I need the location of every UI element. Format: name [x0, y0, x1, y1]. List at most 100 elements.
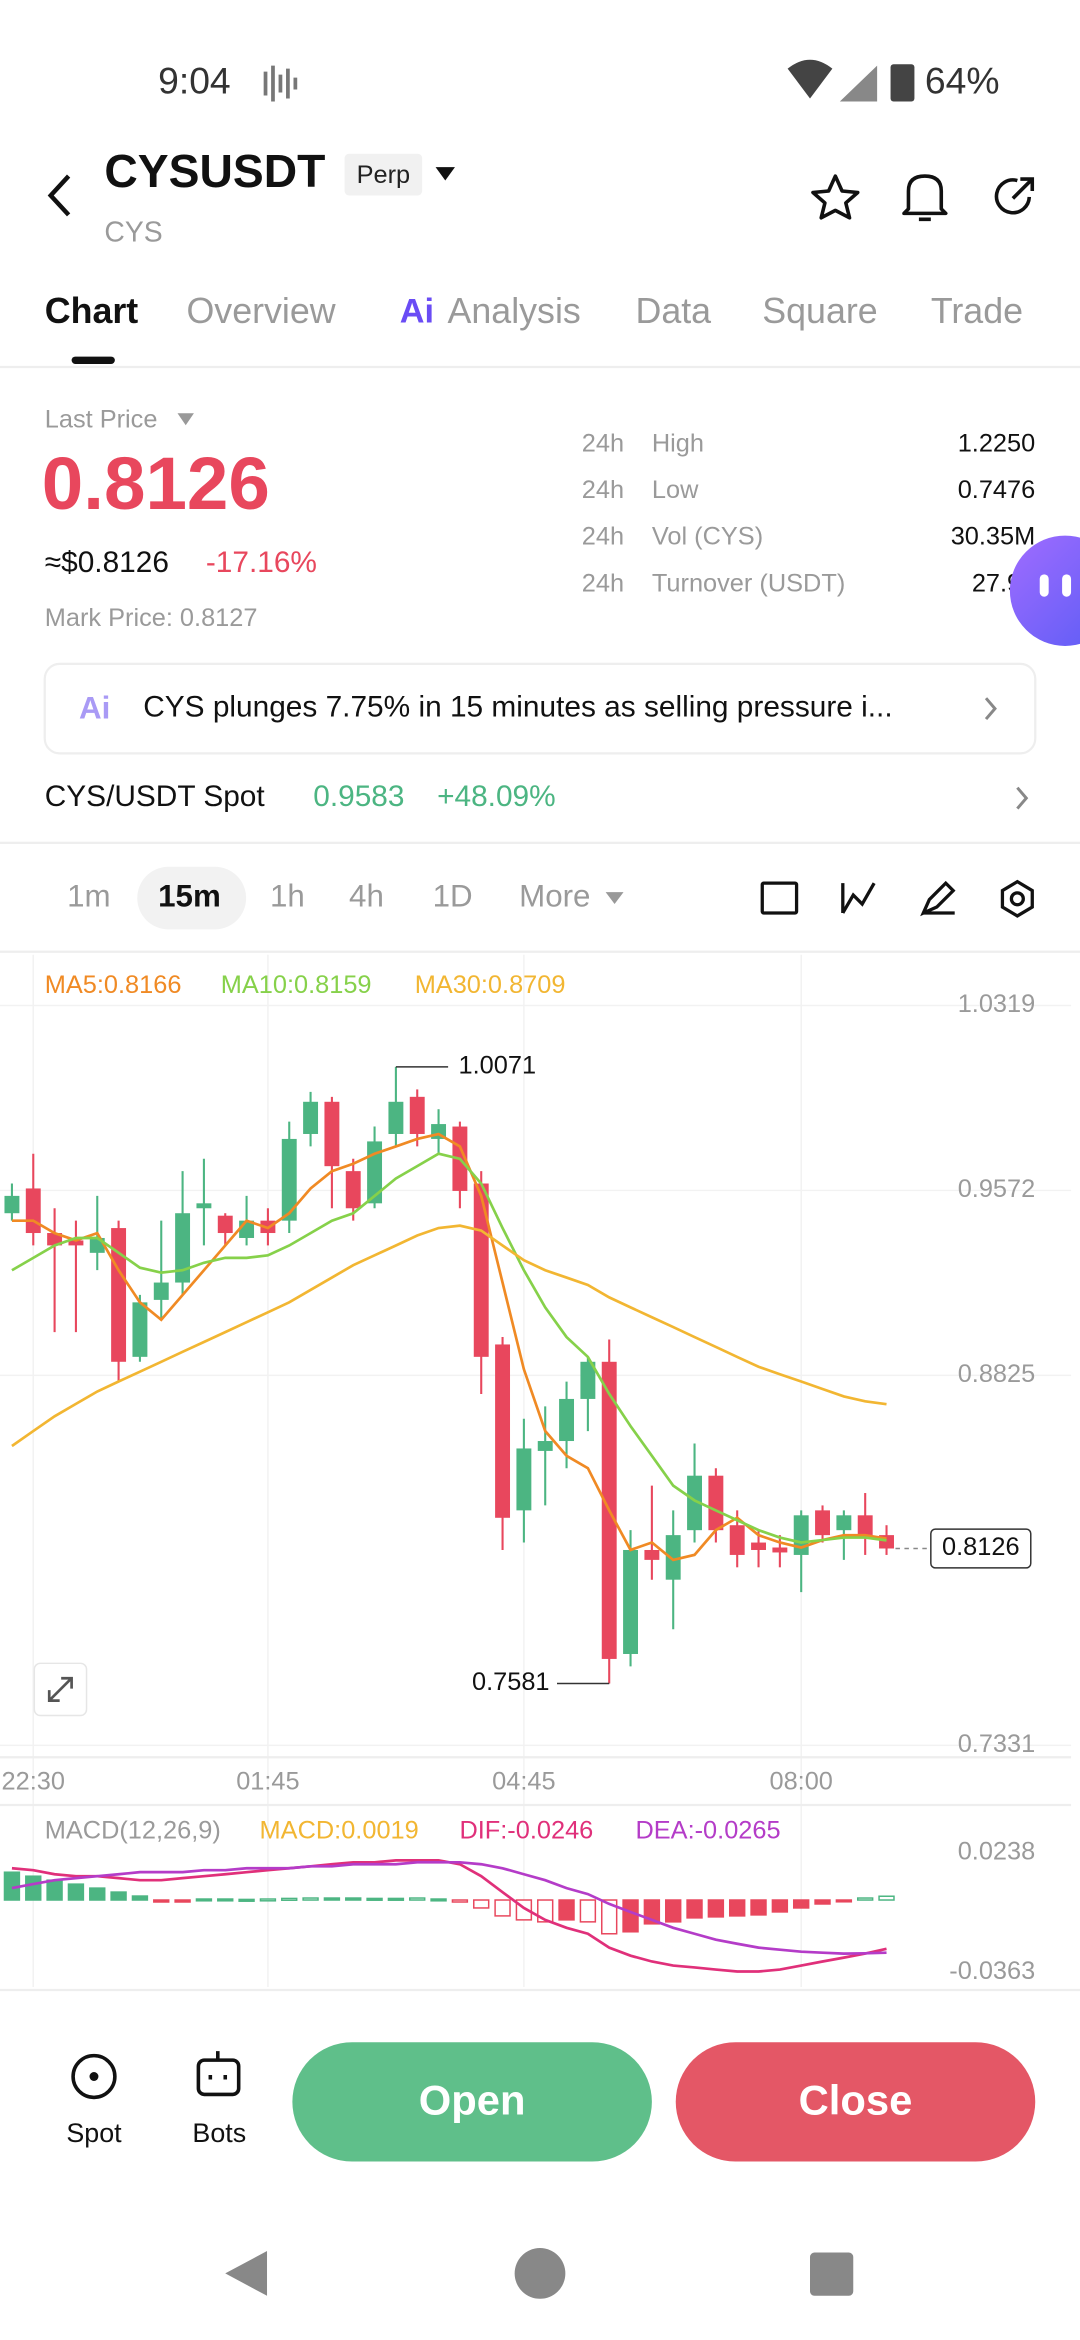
candle-body	[47, 1233, 63, 1246]
candle-body	[751, 1542, 766, 1550]
macd-bar	[430, 1898, 447, 1902]
draw-tool[interactable]	[920, 880, 956, 917]
macd-bar	[174, 1899, 191, 1903]
tab-indicator	[71, 356, 115, 365]
stats: 24h High 1.2250 24h Low 0.7476 24h Vol (CYS) 30.…	[582, 429, 1035, 597]
tab[interactable]: Data	[635, 291, 711, 331]
high-label: 1.0071	[459, 1052, 537, 1080]
candle-body	[815, 1510, 830, 1536]
macd-legend: MACD:0.0019	[260, 1817, 419, 1845]
y-tick-label: 0.9572	[958, 1175, 1036, 1203]
spot-icon[interactable]	[71, 2053, 117, 2100]
time-label: 04:45	[492, 1767, 555, 1795]
macd-bar	[473, 1899, 490, 1909]
bubble-eye	[1062, 574, 1072, 597]
macd-bar	[579, 1899, 597, 1923]
alert-button[interactable]	[902, 174, 948, 222]
fullscreen-tool[interactable]	[760, 881, 799, 915]
chevron	[984, 697, 997, 721]
price-label: Last Price	[45, 405, 158, 433]
macd-bar	[665, 1899, 682, 1923]
candle-body	[217, 1215, 233, 1234]
macd-bar	[366, 1897, 383, 1901]
nav-home[interactable]	[514, 2248, 566, 2299]
macd-bar	[110, 1891, 127, 1901]
interval[interactable]: 15m	[158, 878, 221, 913]
macd-bar	[856, 1897, 874, 1901]
y-tick-label: 1.0319	[958, 990, 1036, 1018]
macd-bar	[771, 1899, 789, 1913]
candle-body	[281, 1138, 297, 1221]
ai-icon: Ai	[400, 292, 434, 330]
interval[interactable]: 1m	[67, 878, 110, 913]
tab[interactable]: Square	[762, 291, 877, 331]
chevron[interactable]	[1016, 786, 1029, 810]
macd-line	[11, 1859, 887, 1973]
interval[interactable]: 4h	[349, 878, 384, 913]
macd-bar	[494, 1899, 511, 1917]
spot-change: +48.09%	[437, 780, 556, 813]
macd-bar	[707, 1899, 725, 1918]
bots-icon-detail	[208, 2051, 228, 2080]
favorite-button[interactable]	[811, 174, 860, 220]
chart: 22:30 01:45 04:45 08:00 1.0319 0.9572 0.8825 0.…	[0, 954, 1072, 1988]
candle-body	[388, 1101, 404, 1134]
candle-body	[836, 1515, 852, 1531]
open-button[interactable]	[292, 2042, 652, 2162]
macd-bar	[323, 1897, 341, 1901]
macd-bar	[451, 1899, 469, 1903]
macd-legend: DIF:-0.0246	[459, 1817, 593, 1845]
macd-bar	[238, 1898, 255, 1902]
bots-button[interactable]: Bots	[192, 2118, 246, 2148]
time-label: 22:30	[2, 1767, 65, 1795]
macd-bar	[217, 1898, 234, 1902]
ma-line	[11, 1152, 887, 1544]
spot-label: CYS/USDT Spot	[45, 780, 266, 813]
share-button[interactable]	[994, 177, 1035, 215]
candle-body	[772, 1547, 788, 1553]
close-button[interactable]	[675, 2042, 1036, 2162]
stat-period: 24h	[582, 476, 624, 504]
interval[interactable]: 1h	[270, 878, 305, 913]
macd-bar	[259, 1898, 277, 1902]
bots-icon[interactable]	[196, 2058, 241, 2097]
stat-period: 24h	[582, 569, 624, 597]
battery-level: 64%	[925, 59, 1000, 101]
badge-bg	[344, 153, 423, 196]
candle-body	[409, 1096, 425, 1134]
tab[interactable]: Trade	[931, 291, 1023, 331]
more-dropdown	[605, 892, 624, 905]
close-label: Close	[799, 2076, 913, 2123]
candle-body	[537, 1441, 553, 1451]
candle-body	[580, 1361, 596, 1399]
nav-recents[interactable]	[810, 2252, 854, 2296]
indicator-tool[interactable]	[841, 882, 876, 914]
stat-period: 24h	[582, 523, 624, 551]
macd-bar	[195, 1898, 213, 1902]
spot-button[interactable]: Spot	[66, 2118, 122, 2148]
price-dropdown[interactable]	[177, 413, 194, 426]
candle-body	[559, 1398, 575, 1442]
legend-item: MA10:0.8159	[221, 971, 372, 999]
candle-body	[495, 1344, 511, 1518]
status-time: 9:04	[158, 59, 231, 101]
macd-bar	[601, 1899, 618, 1935]
news-card[interactable]	[43, 662, 1037, 755]
interval[interactable]: 1D	[433, 878, 473, 913]
spot-icon-dot	[89, 2072, 99, 2081]
candle-body	[644, 1549, 660, 1560]
settings-dot	[1009, 891, 1025, 907]
candle-body	[516, 1448, 532, 1511]
tab[interactable]: Analysis	[448, 291, 581, 331]
tab[interactable]: Overview	[186, 291, 335, 331]
symbol-dropdown[interactable]	[435, 167, 455, 181]
nav-back[interactable]	[225, 2251, 268, 2296]
back-button[interactable]	[47, 174, 71, 217]
tab[interactable]: Chart	[45, 291, 139, 331]
candle-body	[687, 1475, 702, 1531]
interval[interactable]: More	[519, 878, 590, 913]
settings-tool[interactable]	[1000, 879, 1034, 918]
spot-price: 0.9583	[313, 780, 404, 813]
candle-body	[25, 1188, 41, 1234]
